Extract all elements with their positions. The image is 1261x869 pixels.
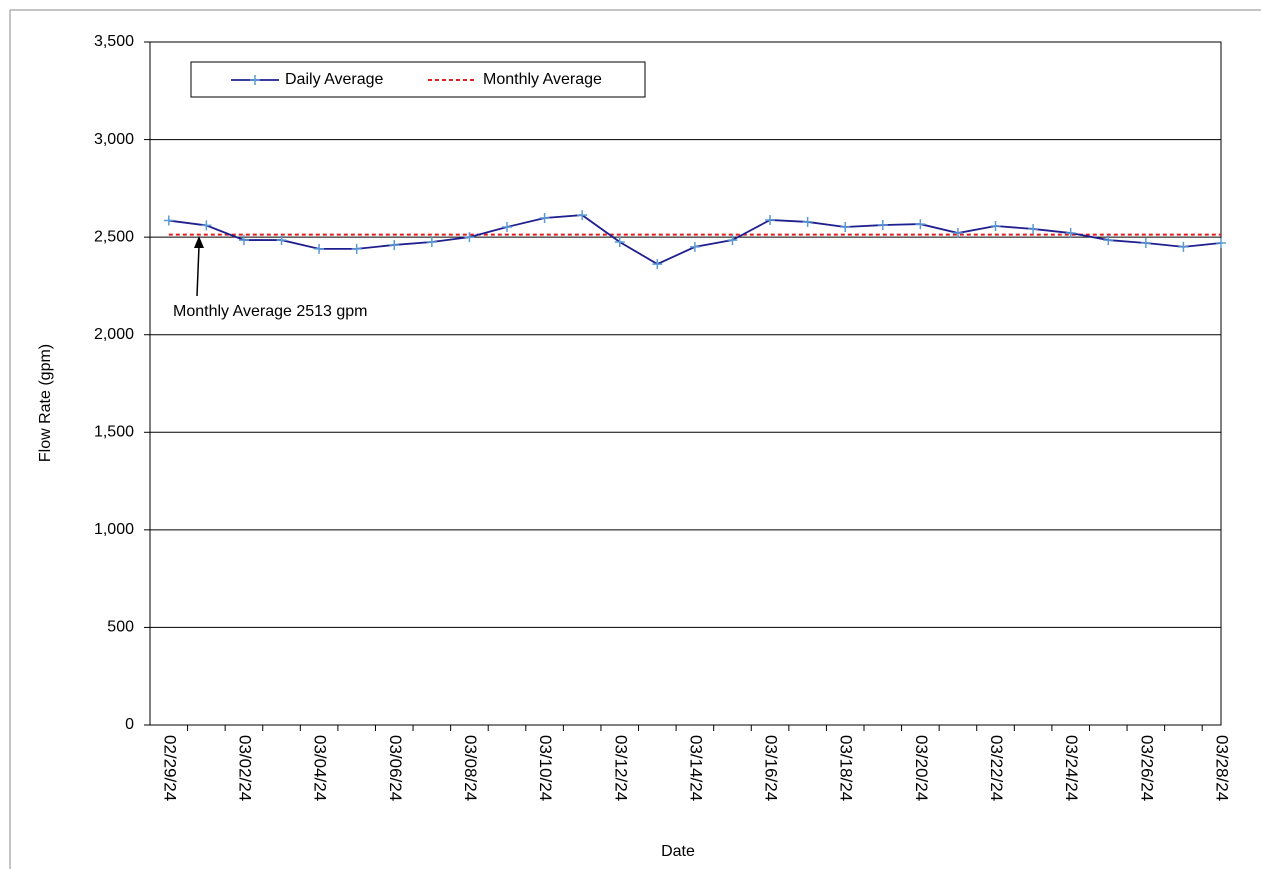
marker [163,215,174,226]
y-tick-label: 1,500 [94,424,134,441]
legend-label: Daily Average [285,71,384,88]
x-axis-label: Date [661,843,695,860]
x-tick-label: 03/04/24 [311,735,330,801]
annotation: Monthly Average 2513 gpm [173,303,368,320]
marker [577,210,588,221]
y-tick-label: 500 [107,619,134,636]
marker [915,219,926,230]
x-tick-label: 03/18/24 [837,735,856,801]
marker [727,235,738,246]
marker [614,237,625,248]
x-tick-label: 03/12/24 [611,735,630,801]
x-tick-label: 02/29/24 [160,735,179,801]
x-tick-label: 03/24/24 [1062,735,1081,801]
marker [802,216,813,227]
marker [1028,223,1039,234]
y-tick-label: 3,500 [94,33,134,50]
marker [689,241,700,252]
marker [952,228,963,239]
marker [877,220,888,231]
y-tick-label: 2,500 [94,228,134,245]
marker [426,237,437,248]
annotation-arrow [196,245,200,297]
series-line [168,214,1222,266]
marker [990,221,1001,232]
x-tick-label: 03/14/24 [686,735,705,801]
plot-area [149,41,1222,726]
x-tick-label: 03/16/24 [762,735,781,801]
y-axis-label: Flow Rate (gpm) [37,344,54,462]
y-tick-label: 0 [125,716,134,733]
x-tick-label: 03/28/24 [1213,735,1232,801]
marker [652,259,663,270]
marker [314,243,325,254]
x-tick-label: 03/10/24 [536,735,555,801]
y-tick-label: 3,000 [94,131,134,148]
marker [464,232,475,243]
y-tick-label: 2,000 [94,326,134,343]
marker [1178,241,1189,252]
x-tick-label: 03/08/24 [461,735,480,801]
marker [351,243,362,254]
x-tick-label: 03/06/24 [386,735,405,801]
legend-marker [250,75,260,85]
marker [389,239,400,250]
annotation-arrowhead [194,236,204,248]
marker [1140,237,1151,248]
marker [238,235,249,246]
x-tick-label: 03/22/24 [987,735,1006,801]
marker [502,221,512,232]
marker [1216,237,1226,248]
marker [765,214,776,225]
marker [1103,235,1114,246]
x-tick-label: 03/20/24 [912,735,931,801]
marker [1065,228,1076,239]
y-tick-label: 1,000 [94,521,134,538]
legend-label: Monthly Average [483,71,602,88]
marker [539,213,550,224]
marker [840,221,851,232]
x-tick-label: 03/26/24 [1137,735,1156,801]
marker [276,235,287,246]
marker [201,220,212,231]
x-tick-label: 03/02/24 [235,735,254,801]
